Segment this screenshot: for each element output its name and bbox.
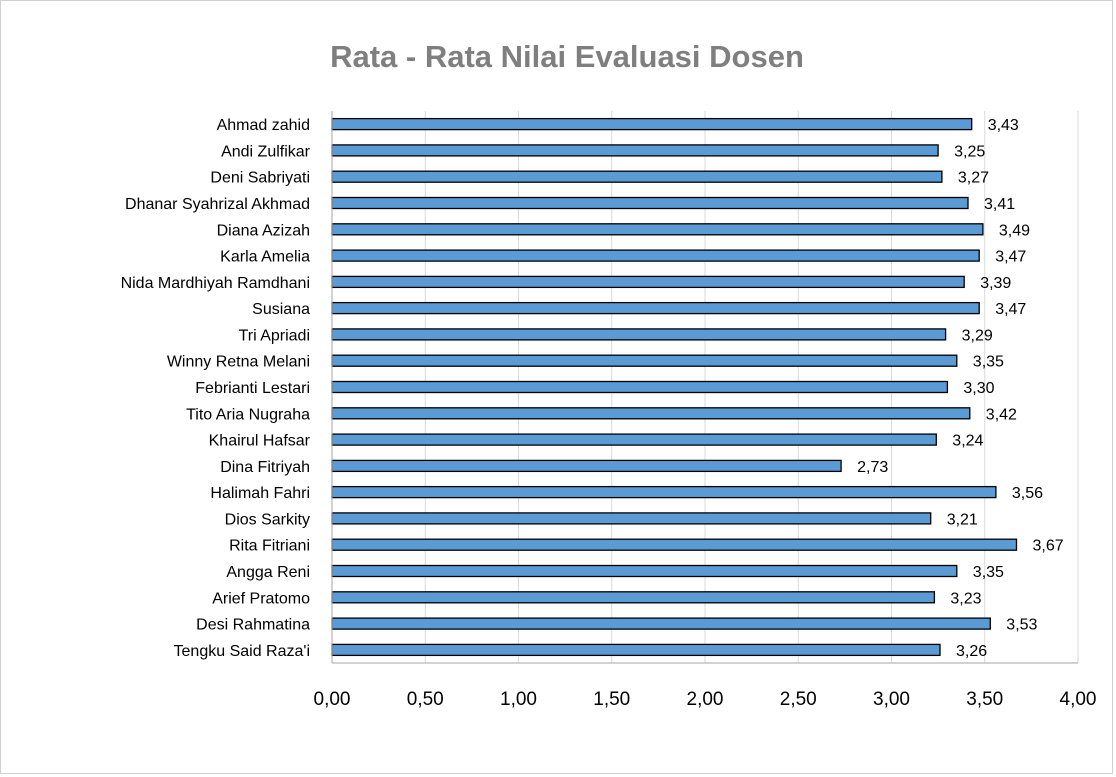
- bar: [331, 485, 997, 499]
- bar: [331, 117, 973, 131]
- bar: [331, 249, 980, 262]
- category-label: Nida Mardhiyah Ramdhani: [121, 275, 310, 292]
- x-tick-labels: 0,00 0,50 1,00 1,50 2,00 2,50 3,00 3,50 4,00: [314, 689, 1097, 710]
- category-label: Tri Apriadi: [239, 327, 310, 344]
- x-tick-label: 2,00: [687, 689, 724, 710]
- category-labels: Ahmad zahid Andi Zulfikar Deni Sabriyati Dh…: [121, 117, 311, 660]
- bar: [331, 380, 949, 394]
- category-label: Tito Aria Nugraha: [186, 406, 310, 423]
- bar: [331, 459, 842, 473]
- data-label: 3,25: [954, 143, 985, 160]
- bar: [331, 433, 937, 446]
- data-label: 3,42: [986, 406, 1017, 423]
- bar: [331, 538, 1018, 551]
- data-label: 3,27: [958, 170, 989, 187]
- x-tick-label: 3,00: [873, 689, 910, 710]
- category-label: Arief Pratomo: [212, 590, 310, 607]
- data-label: 3,23: [950, 590, 981, 607]
- category-label: Deni Sabriyati: [210, 170, 310, 187]
- data-label: 3,29: [962, 327, 993, 344]
- bar: [331, 328, 947, 341]
- data-label: 3,21: [947, 511, 978, 528]
- category-label: Angga Reni: [226, 564, 310, 581]
- category-label: Rita Fitriani: [229, 538, 310, 555]
- axes: [331, 111, 1078, 664]
- data-label: 3,30: [963, 380, 994, 397]
- data-label: 3,35: [973, 564, 1004, 581]
- bar: [331, 407, 971, 420]
- category-label: Khairul Hafsar: [209, 433, 311, 450]
- x-tick-label: 2,50: [780, 689, 817, 710]
- data-label: 3,43: [988, 117, 1019, 134]
- category-label: Ahmad zahid: [217, 117, 310, 134]
- x-tick-label: 0,50: [407, 689, 444, 710]
- bar: [331, 354, 958, 367]
- category-label: Diana Azizah: [217, 222, 310, 239]
- data-label: 3,26: [956, 643, 987, 660]
- category-label: Susiana: [252, 301, 310, 318]
- data-labels: 3,433,253,273,413,493,473,393,473,293,35…: [857, 117, 1064, 660]
- bar: [331, 591, 936, 604]
- x-tick-label: 1,50: [593, 689, 630, 710]
- bar: [331, 223, 984, 236]
- category-label: Karla Amelia: [220, 249, 310, 266]
- x-tick-label: 3,50: [966, 689, 1003, 710]
- data-label: 2,73: [857, 459, 888, 476]
- x-tick-label: 0,00: [314, 689, 351, 710]
- category-label: Desi Rahmatina: [196, 617, 310, 634]
- data-label: 3,56: [1012, 485, 1043, 502]
- category-label: Dhanar Syahrizal Akhmad: [125, 196, 310, 213]
- data-label: 3,49: [999, 222, 1030, 239]
- data-label: 3,39: [980, 275, 1011, 292]
- bars: [331, 117, 1018, 657]
- data-label: 3,47: [995, 249, 1026, 266]
- category-label: Dina Fitriyah: [220, 459, 310, 476]
- category-label: Andi Zulfikar: [221, 143, 311, 160]
- category-label: Tengku Said Raza'i: [174, 643, 310, 660]
- category-label: Halimah Fahri: [210, 485, 310, 502]
- bar: [331, 643, 941, 657]
- data-label: 3,24: [952, 433, 983, 450]
- bar: [331, 275, 965, 289]
- data-label: 3,53: [1006, 617, 1037, 634]
- x-tick-label: 1,00: [500, 689, 537, 710]
- bar: [331, 144, 939, 157]
- data-label: 3,35: [973, 354, 1004, 371]
- x-tick-label: 4,00: [1060, 689, 1097, 710]
- bar: [331, 564, 958, 578]
- data-label: 3,67: [1033, 538, 1064, 555]
- bar: [331, 512, 932, 525]
- bar: [331, 170, 943, 183]
- category-label: Winny Retna Melani: [167, 354, 310, 371]
- bar: [331, 617, 991, 630]
- data-label: 3,47: [995, 301, 1026, 318]
- category-label: Febrianti Lestari: [195, 380, 310, 397]
- data-label: 3,41: [984, 196, 1015, 213]
- category-label: Dios Sarkity: [225, 511, 310, 528]
- chart-title: Rata - Rata Nilai Evaluasi Dosen: [330, 39, 804, 74]
- bar: [331, 301, 980, 315]
- bar: [331, 196, 969, 210]
